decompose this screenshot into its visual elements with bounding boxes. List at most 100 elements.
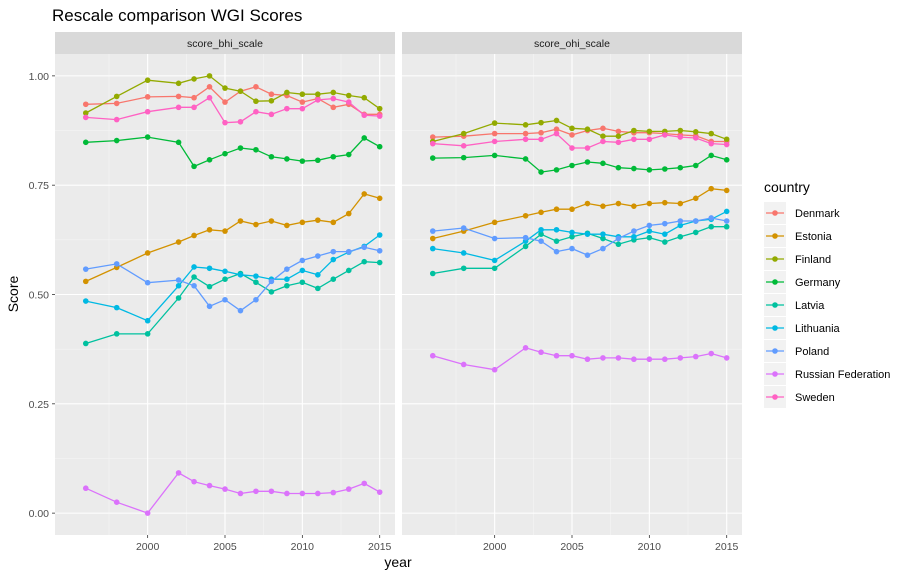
- legend-label: Sweden: [795, 392, 835, 404]
- data-point: [376, 105, 383, 112]
- data-point: [460, 265, 467, 272]
- legend-key-point: [772, 302, 778, 308]
- data-point: [191, 94, 197, 101]
- data-point: [330, 153, 337, 160]
- data-point: [191, 163, 197, 170]
- legend-label: Russian Federation: [795, 369, 890, 381]
- data-point: [144, 250, 151, 256]
- data-point: [253, 279, 259, 286]
- data-point: [299, 219, 306, 226]
- data-point: [82, 110, 89, 116]
- data-point: [569, 229, 575, 236]
- data-point: [253, 83, 259, 90]
- data-point: [646, 234, 653, 241]
- data-point: [113, 331, 120, 337]
- data-point: [237, 88, 244, 94]
- data-point: [361, 112, 368, 119]
- legend-label: Lithuania: [795, 323, 841, 335]
- data-point: [553, 130, 560, 137]
- data-point: [708, 140, 715, 147]
- data-point: [723, 136, 730, 143]
- data-point: [222, 150, 228, 157]
- data-point: [584, 200, 591, 207]
- data-point: [113, 116, 120, 123]
- data-point: [723, 355, 730, 361]
- data-point: [662, 199, 668, 206]
- data-point: [491, 152, 498, 159]
- data-point: [345, 210, 352, 217]
- data-point: [376, 489, 383, 495]
- data-point: [345, 248, 352, 255]
- data-point: [429, 140, 436, 147]
- data-point: [553, 126, 560, 133]
- series-germany: [82, 134, 383, 170]
- data-point: [315, 97, 321, 103]
- data-point: [206, 283, 213, 290]
- data-point: [429, 352, 436, 359]
- data-point: [553, 352, 560, 359]
- data-point: [284, 222, 290, 229]
- data-point: [299, 99, 306, 105]
- data-point: [113, 261, 120, 267]
- data-point: [600, 203, 606, 209]
- data-point: [569, 132, 575, 138]
- facet-panel-1: score_bhi_scale 2000 2005 2010 2015 0.00 0.25 0…: [29, 32, 395, 553]
- y-tick-label: 0.00: [29, 508, 50, 520]
- data-point: [631, 136, 637, 143]
- data-point: [491, 235, 498, 242]
- data-point: [175, 295, 182, 301]
- data-point: [206, 83, 213, 90]
- legend-item: Lithuania: [764, 317, 841, 339]
- y-tick-label: 0.75: [29, 180, 50, 192]
- data-point: [631, 165, 637, 172]
- data-point: [708, 152, 715, 159]
- data-point: [491, 130, 498, 137]
- data-point: [600, 125, 606, 132]
- data-point: [460, 361, 467, 368]
- data-point: [615, 133, 622, 140]
- data-point: [723, 223, 730, 230]
- data-point: [284, 490, 290, 497]
- data-point: [191, 282, 197, 289]
- data-point: [82, 139, 89, 146]
- data-point: [206, 226, 213, 233]
- data-point: [600, 231, 606, 237]
- data-point: [222, 486, 228, 492]
- data-point: [268, 488, 275, 495]
- data-point: [491, 366, 498, 373]
- data-point: [522, 234, 529, 241]
- data-point: [284, 89, 290, 96]
- legend-key-point: [772, 394, 778, 400]
- data-point: [677, 355, 684, 361]
- x-tick-label: 2005: [560, 541, 584, 553]
- facet-strip-label: score_ohi_scale: [534, 38, 610, 50]
- data-point: [361, 191, 368, 197]
- data-point: [723, 187, 730, 194]
- data-point: [315, 157, 321, 164]
- data-point: [222, 228, 228, 234]
- data-point: [522, 345, 529, 351]
- data-point: [460, 130, 467, 137]
- data-point: [345, 486, 352, 492]
- data-point: [692, 229, 699, 236]
- facet-panels: score_bhi_scale 2000 2005 2010 2015 0.00 0.25 0…: [29, 32, 742, 553]
- data-point: [82, 298, 89, 304]
- data-point: [330, 248, 337, 255]
- data-point: [584, 356, 591, 363]
- legend-label: Denmark: [795, 208, 840, 220]
- data-point: [206, 157, 213, 163]
- data-point: [491, 265, 498, 272]
- data-point: [646, 222, 653, 229]
- data-point: [237, 118, 244, 125]
- data-point: [553, 238, 560, 244]
- data-point: [330, 219, 337, 226]
- legend-item: Denmark: [764, 202, 840, 224]
- data-point: [315, 490, 321, 497]
- legend-label: Germany: [795, 277, 841, 289]
- y-tick-label: 0.50: [29, 290, 50, 302]
- legend-item: Germany: [764, 271, 841, 293]
- data-point: [237, 272, 244, 278]
- data-point: [429, 134, 436, 140]
- data-point: [376, 247, 383, 254]
- data-point: [569, 145, 575, 151]
